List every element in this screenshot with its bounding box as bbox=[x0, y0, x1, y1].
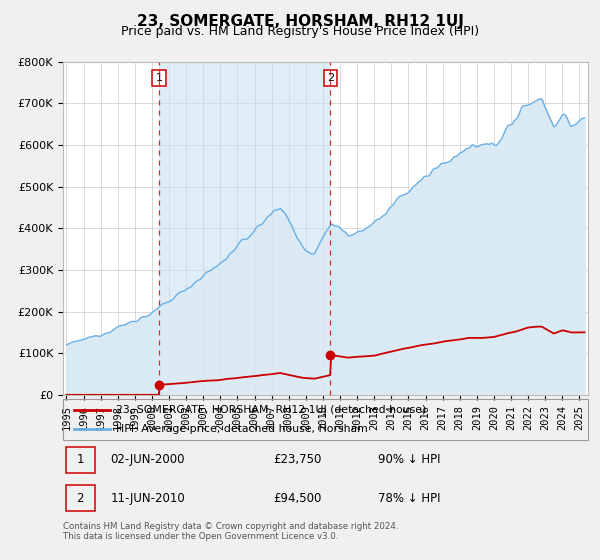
Text: 2: 2 bbox=[327, 73, 334, 83]
Text: 1: 1 bbox=[76, 453, 84, 466]
Text: HPI: Average price, detached house, Horsham: HPI: Average price, detached house, Hors… bbox=[115, 424, 367, 433]
Text: 90% ↓ HPI: 90% ↓ HPI bbox=[378, 453, 440, 466]
Text: 78% ↓ HPI: 78% ↓ HPI bbox=[378, 492, 440, 505]
Text: This data is licensed under the Open Government Licence v3.0.: This data is licensed under the Open Gov… bbox=[63, 532, 338, 541]
Text: £94,500: £94,500 bbox=[273, 492, 322, 505]
Text: £23,750: £23,750 bbox=[273, 453, 322, 466]
Bar bbox=[65, 447, 95, 473]
Bar bbox=[159, 62, 331, 395]
Text: 02-JUN-2000: 02-JUN-2000 bbox=[110, 453, 185, 466]
Text: 11-JUN-2010: 11-JUN-2010 bbox=[110, 492, 185, 505]
Text: 1: 1 bbox=[155, 73, 163, 83]
Text: Price paid vs. HM Land Registry's House Price Index (HPI): Price paid vs. HM Land Registry's House … bbox=[121, 25, 479, 38]
Text: 23, SOMERGATE, HORSHAM, RH12 1UJ: 23, SOMERGATE, HORSHAM, RH12 1UJ bbox=[137, 14, 463, 29]
Text: 23, SOMERGATE, HORSHAM, RH12 1UJ (detached house): 23, SOMERGATE, HORSHAM, RH12 1UJ (detach… bbox=[115, 405, 426, 415]
Text: 2: 2 bbox=[76, 492, 84, 505]
Text: Contains HM Land Registry data © Crown copyright and database right 2024.: Contains HM Land Registry data © Crown c… bbox=[63, 522, 398, 531]
Bar bbox=[65, 486, 95, 511]
